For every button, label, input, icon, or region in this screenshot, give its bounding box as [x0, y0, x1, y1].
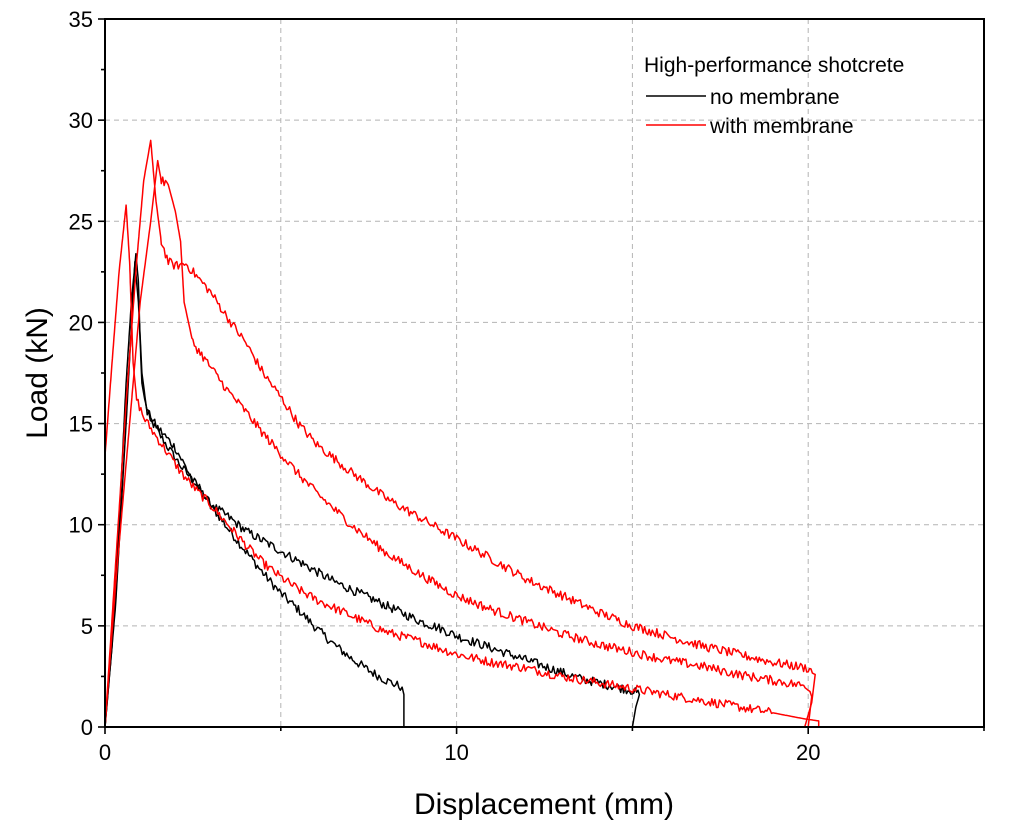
legend-title: High-performance shotcrete	[644, 54, 904, 77]
y-tick-label: 25	[69, 209, 93, 234]
y-axis-title: Load (kN)	[21, 307, 54, 439]
legend-label-no-membrane: no membrane	[710, 86, 840, 109]
y-tick-label: 20	[69, 310, 93, 335]
ticks: 0 10 20 0 5 10 15 20 25 30 35	[69, 7, 985, 765]
series-line-with-membrane-3	[105, 159, 813, 727]
x-axis-title: Displacement (mm)	[414, 788, 674, 821]
x-tick-label: 10	[444, 740, 468, 765]
legend-label-with-membrane: with membrane	[709, 115, 854, 138]
legend: High-performance shotcrete no membrane w…	[644, 54, 904, 138]
series-line-with-membrane-1	[105, 204, 820, 727]
x-tick-label: 0	[99, 740, 111, 765]
y-tick-label: 10	[69, 513, 93, 538]
series-line-with-membrane-2	[105, 139, 816, 727]
y-tick-label: 0	[81, 715, 93, 740]
y-tick-label: 5	[81, 614, 93, 639]
x-tick-label: 20	[796, 740, 820, 765]
grid	[105, 19, 984, 727]
y-tick-label: 35	[69, 7, 93, 32]
series-group	[105, 139, 820, 727]
y-tick-label: 30	[69, 108, 93, 133]
y-tick-label: 15	[69, 412, 93, 437]
